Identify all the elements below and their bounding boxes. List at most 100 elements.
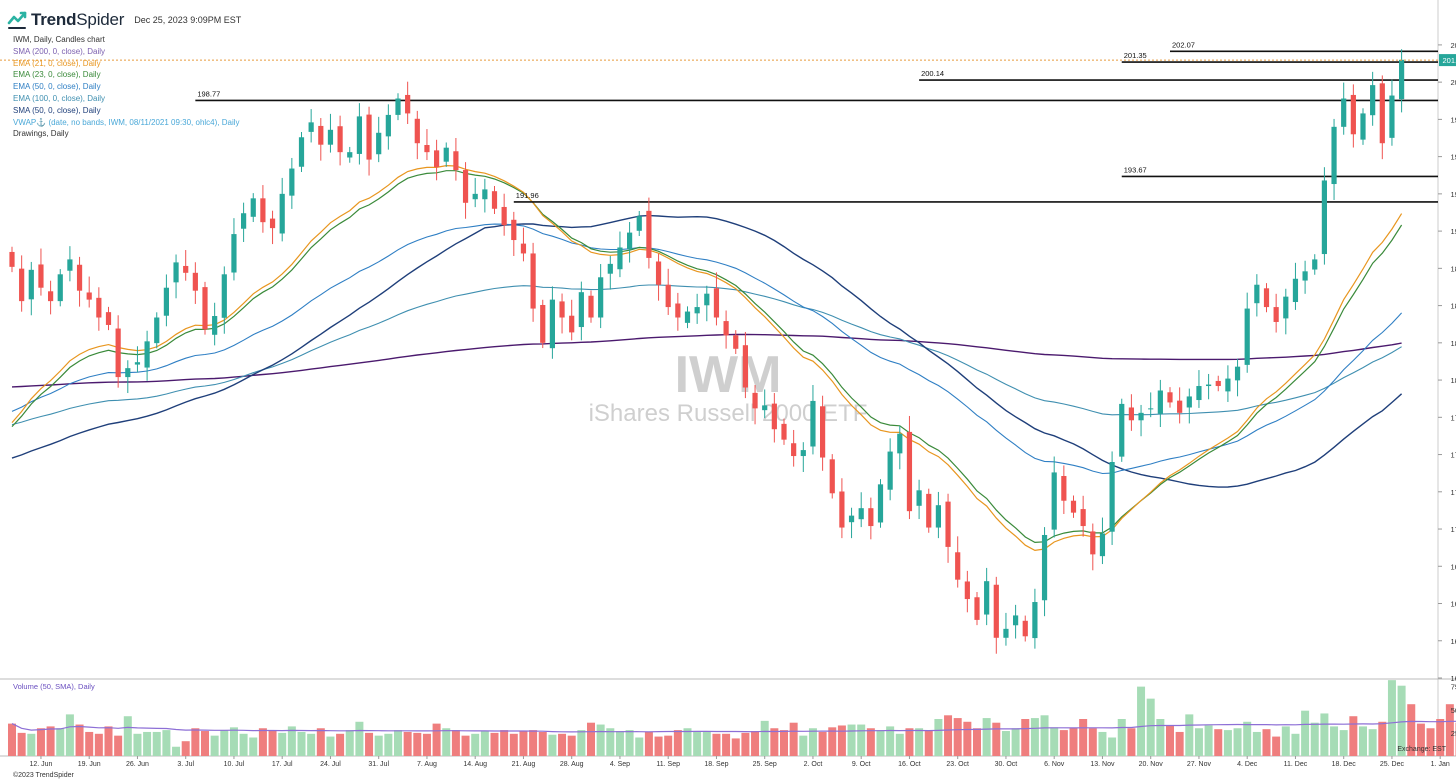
volume-bar: [538, 731, 547, 756]
volume-bar: [664, 735, 673, 756]
volume-bar: [297, 731, 306, 756]
volume-study-label[interactable]: Volume (50, SMA), Daily: [13, 682, 95, 691]
volume-bar: [258, 728, 267, 756]
candle-body: [569, 315, 575, 333]
candle-body: [588, 295, 594, 318]
candle-body: [1370, 85, 1376, 116]
candle-body: [723, 321, 729, 336]
volume-bar: [8, 723, 16, 756]
candle-body: [1283, 296, 1289, 319]
study-label[interactable]: SMA (200, 0, close), Daily: [13, 46, 106, 56]
volume-bar: [780, 730, 788, 756]
candle-body: [704, 293, 710, 306]
volume-bar: [673, 730, 682, 756]
volume-bar: [1252, 731, 1261, 756]
volume-bar: [1436, 719, 1445, 756]
candle-body: [337, 126, 343, 153]
candle-body: [1090, 531, 1096, 555]
volume-bar: [1021, 719, 1030, 756]
date-tick-label: 21. Aug: [512, 761, 536, 768]
candle-body: [9, 251, 15, 267]
candle-body: [154, 317, 160, 344]
volume-bar: [1156, 719, 1165, 756]
candle-body: [1263, 288, 1270, 308]
candle-body: [1061, 476, 1067, 501]
date-tick-label: 24. Jul: [320, 761, 341, 768]
candle-body: [578, 292, 584, 328]
candle-body: [752, 392, 758, 409]
volume-bar: [461, 735, 470, 756]
volume-bar: [1137, 686, 1146, 756]
volume-bar: [278, 732, 287, 756]
candle-body: [926, 493, 932, 528]
app-header: TrendSpider Dec 25, 2023 9:09PM EST: [6, 8, 241, 32]
horizontal-levels: 202.07 201.35 200.14 198.77 193.67 191.96: [195, 40, 1438, 203]
volume-bar: [1407, 704, 1416, 756]
volume-bar: [210, 735, 219, 756]
volume-bar: [46, 726, 55, 756]
volume-bar: [558, 733, 567, 756]
candle-body: [501, 206, 507, 226]
volume-bar: [1262, 729, 1271, 756]
volume-bar: [615, 731, 624, 756]
level-label: 191.96: [516, 191, 539, 200]
candle-body: [1206, 384, 1212, 387]
candle-body: [308, 122, 314, 132]
exchange-label: Exchange: EST: [1397, 746, 1446, 753]
date-tick-label: 2. Oct: [804, 761, 823, 768]
volume-bar: [229, 727, 238, 756]
date-tick-label: 30. Oct: [995, 761, 1018, 768]
candle-body: [67, 259, 73, 271]
volume-bar: [374, 735, 383, 756]
candle-body: [1041, 534, 1048, 601]
candle-body: [675, 303, 681, 318]
volume-bar: [403, 731, 412, 756]
candle-body: [1099, 533, 1106, 557]
candle-body: [559, 301, 565, 318]
volume-bar: [94, 733, 103, 756]
volume-bar: [220, 730, 229, 756]
study-label[interactable]: Drawings, Daily: [13, 129, 69, 139]
volume-bar: [837, 725, 846, 756]
candle-body: [125, 368, 131, 378]
volume-bar: [1310, 722, 1319, 756]
volume-bar: [287, 726, 296, 756]
date-tick-label: 28. Aug: [560, 761, 584, 768]
volume-bar: [770, 728, 779, 756]
volume-bar: [722, 733, 731, 756]
price-tick-label: 177.50: [1451, 413, 1456, 422]
study-label[interactable]: IWM, Daily, Candles chart: [13, 35, 105, 44]
volume-bar: [635, 737, 644, 756]
study-label[interactable]: EMA (23, 0, close), Daily: [13, 70, 101, 80]
candle-body: [1196, 386, 1202, 401]
candle-body: [1003, 628, 1009, 638]
date-tick-label: 18. Sep: [704, 761, 728, 768]
candle-body: [742, 345, 748, 388]
volume-bar: [85, 731, 94, 756]
candle-body: [356, 116, 362, 154]
volume-bar: [712, 733, 721, 756]
copyright-footer: ©2023 TrendSpider: [13, 772, 74, 779]
candle-body: [1177, 400, 1183, 413]
price-tick-label: 162.50: [1451, 637, 1456, 646]
candle-body: [810, 400, 816, 447]
volume-bar: [1426, 728, 1435, 756]
candle-body: [887, 451, 893, 490]
study-label[interactable]: EMA (50, 0, close), Daily: [13, 82, 101, 92]
date-tick-label: 26. Jun: [126, 761, 149, 768]
study-label[interactable]: EMA (100, 0, close), Daily: [13, 93, 106, 103]
study-label[interactable]: SMA (50, 0, close), Daily: [13, 105, 101, 115]
study-label[interactable]: EMA (21, 0, close), Daily: [13, 58, 101, 68]
volume-bar: [114, 735, 123, 756]
candle-body: [1360, 113, 1366, 140]
volume-bar: [596, 724, 605, 756]
candle-body: [1341, 98, 1347, 127]
date-tick-label: 10. Jul: [224, 761, 245, 768]
study-label[interactable]: VWAP⚓ (date, no bands, IWM, 08/11/2021 0…: [13, 117, 240, 127]
candle-body: [453, 151, 459, 171]
candle-body: [713, 288, 720, 318]
volume-bar: [905, 728, 914, 756]
candle-body: [1167, 392, 1173, 403]
volume-bar: [1339, 730, 1348, 756]
